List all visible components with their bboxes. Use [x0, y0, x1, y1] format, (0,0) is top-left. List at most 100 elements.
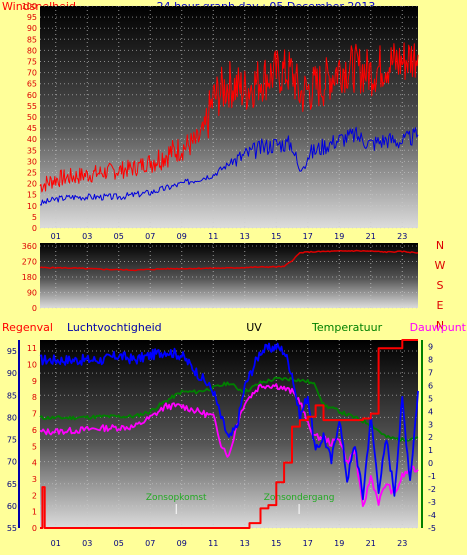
legend-item: Dauwpunt — [410, 321, 467, 334]
temperature-line — [39, 376, 419, 443]
wind-tick-label: 5 — [32, 213, 37, 222]
wind-tick-label: 20 — [27, 180, 37, 189]
x-tick-label: 07 — [145, 539, 155, 548]
temperature-y-axis: 9 8 7 6 5 4 3 2 1 0 -1 -2 -3 -4 -5 — [421, 340, 436, 533]
x-tick-label: 17 — [303, 539, 313, 548]
wind-panel — [40, 6, 418, 228]
wind-tick-label: 25 — [27, 169, 37, 178]
x-tick-label: 23 — [397, 232, 407, 241]
humidity-tick-label: 55 — [7, 524, 17, 533]
x-tick-label: 09 — [177, 232, 187, 241]
wind-tick-label: 80 — [27, 46, 37, 55]
rain-tick-label: 5 — [32, 442, 37, 451]
humidity-tick-label: 80 — [7, 413, 17, 422]
temperature-tick-label: 6 — [428, 381, 433, 390]
rain-tick-label: 1 — [32, 508, 37, 517]
wind-gust-line — [39, 42, 419, 193]
humidity-tick-label: 75 — [7, 436, 17, 445]
rain-tick-label: 11 — [27, 344, 37, 353]
x-tick-label: 15 — [271, 539, 281, 548]
humidity-tick-label: 95 — [7, 347, 17, 356]
sun-annotations: Zonsopkomst Zonsondergang — [146, 493, 335, 514]
temperature-tick-label: 9 — [428, 342, 433, 351]
climate-panel — [40, 340, 418, 528]
wind-tick-label: 30 — [27, 157, 37, 166]
sun-annotation: Zonsondergang — [264, 493, 335, 503]
wind-tick-label: 90 — [27, 24, 37, 33]
rain-y-axis: 0 1 2 3 4 5 6 7 8 9 10 11 — [27, 344, 37, 533]
x-tick-label: 01 — [51, 232, 61, 241]
humidity-tick-label: 90 — [7, 369, 17, 378]
compass-label: N — [436, 239, 444, 252]
rain-tick-label: 2 — [32, 491, 37, 500]
temperature-tick-label: 2 — [428, 433, 433, 442]
direction-tick-label: 0 — [32, 304, 37, 313]
humidity-tick-label: 70 — [7, 458, 17, 467]
wind-tick-label: 35 — [27, 146, 37, 155]
humidity-tick-label: 60 — [7, 502, 17, 511]
direction-panel — [40, 243, 418, 308]
temperature-tick-label: 0 — [428, 459, 433, 468]
wind-tick-label: 60 — [27, 91, 37, 100]
temperature-tick-label: 4 — [428, 407, 433, 416]
x-tick-label: 07 — [145, 232, 155, 241]
wind-tick-label: 50 — [27, 113, 37, 122]
x-tick-label: 17 — [303, 232, 313, 241]
compass-label: W — [435, 259, 446, 272]
humidity-tick-label: 85 — [7, 391, 17, 400]
wind-tick-label: 75 — [27, 58, 37, 67]
x-tick-label: 11 — [208, 232, 218, 241]
rain-tick-label: 8 — [32, 393, 37, 402]
wind-tick-label: 95 — [27, 13, 37, 22]
x-tick-label: 19 — [334, 232, 344, 241]
x-tick-label: 13 — [240, 232, 250, 241]
temperature-tick-label: 7 — [428, 368, 433, 377]
rain-tick-label: 4 — [32, 459, 37, 468]
rain-tick-label: 7 — [32, 410, 37, 419]
wind-tick-label: 40 — [27, 135, 37, 144]
wind-avg-line — [39, 126, 419, 206]
temperature-tick-label: -3 — [428, 498, 436, 507]
x-tick-label: 05 — [114, 539, 124, 548]
direction-grid — [40, 243, 418, 309]
x-tick-label: 13 — [240, 539, 250, 548]
direction-lines — [39, 249, 419, 272]
wind-tick-label: 70 — [27, 69, 37, 78]
x-tick-label: 21 — [366, 539, 376, 548]
rain-tick-label: 0 — [32, 524, 37, 533]
rain-tick-label: 6 — [32, 426, 37, 435]
compass-label: E — [437, 299, 444, 312]
legend-item: UV — [246, 321, 262, 334]
x-tick-label: 03 — [82, 539, 92, 548]
wind-y-axis: 0 5 10 15 20 25 30 35 40 45 50 55 60 65 70 75 80 85 90 95 10… — [22, 2, 37, 233]
humidity-tick-label: 65 — [7, 480, 17, 489]
temperature-tick-label: 8 — [428, 355, 433, 364]
x-tick-label: 15 — [271, 232, 281, 241]
wind-tick-label: 45 — [27, 124, 37, 133]
direction-tick-label: 270 — [22, 258, 37, 267]
x-tick-label: 03 — [82, 232, 92, 241]
legend: Regenval Luchtvochtigheid UV Temperatuur Dau… — [2, 321, 467, 334]
climate-x-axis: 01 03 05 07 09 11 13 15 17 19 21 23 — [51, 539, 408, 548]
x-tick-label: 23 — [397, 539, 407, 548]
wind-tick-label: 85 — [27, 35, 37, 44]
wind-tick-label: 65 — [27, 80, 37, 89]
compass-label: N — [436, 319, 444, 332]
temperature-tick-label: -2 — [428, 485, 436, 494]
legend-item: Luchtvochtigheid — [67, 321, 162, 334]
humidity-line — [39, 342, 419, 501]
x-tick-label: 21 — [366, 232, 376, 241]
temperature-tick-label: 1 — [428, 446, 433, 455]
climate-lines — [39, 339, 419, 529]
temperature-tick-label: -4 — [428, 511, 436, 520]
humidity-y-axis: 55 60 65 70 75 80 85 90 95 — [7, 340, 20, 533]
temperature-tick-label: 3 — [428, 420, 433, 429]
temperature-tick-label: -5 — [428, 524, 436, 533]
legend-item: Temperatuur — [311, 321, 383, 334]
wind-tick-label: 10 — [27, 202, 37, 211]
rain-line — [40, 339, 418, 529]
wind-tick-label: 100 — [22, 2, 37, 11]
sun-annotation: Zonsopkomst — [146, 493, 207, 503]
wind-tick-label: 55 — [27, 102, 37, 111]
